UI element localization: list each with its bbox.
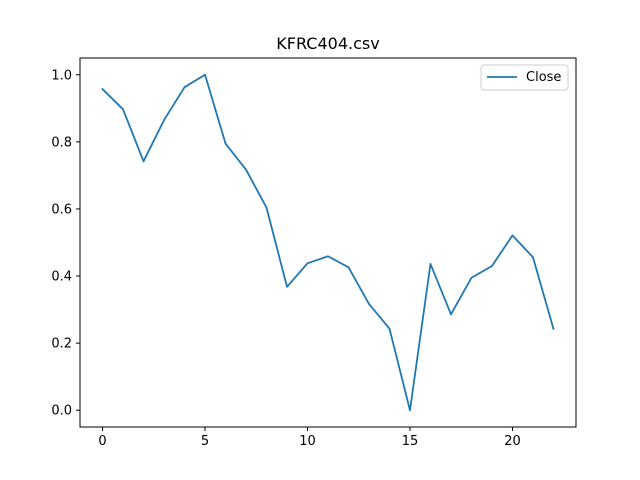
data-point bbox=[532, 256, 534, 259]
plot-frame bbox=[79, 57, 577, 428]
legend-label-close: Close bbox=[526, 70, 561, 85]
data-point bbox=[511, 234, 514, 237]
data-point bbox=[409, 409, 411, 412]
x-tick-label: 10 bbox=[299, 434, 316, 449]
y-tick-label: 0.2 bbox=[51, 337, 72, 352]
data-point bbox=[429, 263, 432, 265]
x-tick-label: 15 bbox=[402, 434, 419, 449]
data-point bbox=[450, 313, 452, 316]
data-point bbox=[183, 86, 186, 89]
data-point bbox=[306, 262, 309, 265]
data-point bbox=[122, 108, 124, 111]
y-tick-label: 0.0 bbox=[51, 404, 72, 419]
x-tick-label: 20 bbox=[504, 434, 521, 449]
x-tick-label: 0 bbox=[98, 434, 106, 449]
plot-area bbox=[80, 58, 576, 427]
legend-box bbox=[480, 64, 569, 91]
legend: Close bbox=[480, 64, 569, 91]
y-axis: 0.0 0.2 0.4 0.6 0.8 1.0 bbox=[51, 68, 80, 419]
data-point bbox=[245, 168, 247, 171]
data-point bbox=[265, 206, 268, 209]
data-point bbox=[388, 327, 391, 330]
x-axis: 0 5 10 15 20 bbox=[98, 427, 521, 449]
series-layer bbox=[101, 73, 555, 412]
y-tick-label: 0.4 bbox=[51, 270, 72, 285]
data-point bbox=[101, 88, 104, 91]
data-point bbox=[224, 142, 227, 145]
y-tick-label: 0.8 bbox=[51, 135, 72, 150]
data-point bbox=[368, 302, 370, 305]
data-point bbox=[327, 255, 329, 258]
data-point bbox=[470, 276, 473, 279]
y-tick-label: 1.0 bbox=[51, 68, 72, 83]
data-point bbox=[552, 327, 555, 330]
data-point bbox=[491, 265, 493, 267]
data-point bbox=[204, 73, 206, 76]
data-point bbox=[163, 119, 165, 121]
x-tick-label: 5 bbox=[201, 434, 209, 449]
data-point bbox=[142, 160, 145, 163]
chart-title: KFRC404.csv bbox=[276, 34, 379, 53]
y-tick-label: 0.6 bbox=[51, 202, 72, 217]
data-point bbox=[286, 285, 288, 288]
data-point bbox=[347, 266, 350, 269]
